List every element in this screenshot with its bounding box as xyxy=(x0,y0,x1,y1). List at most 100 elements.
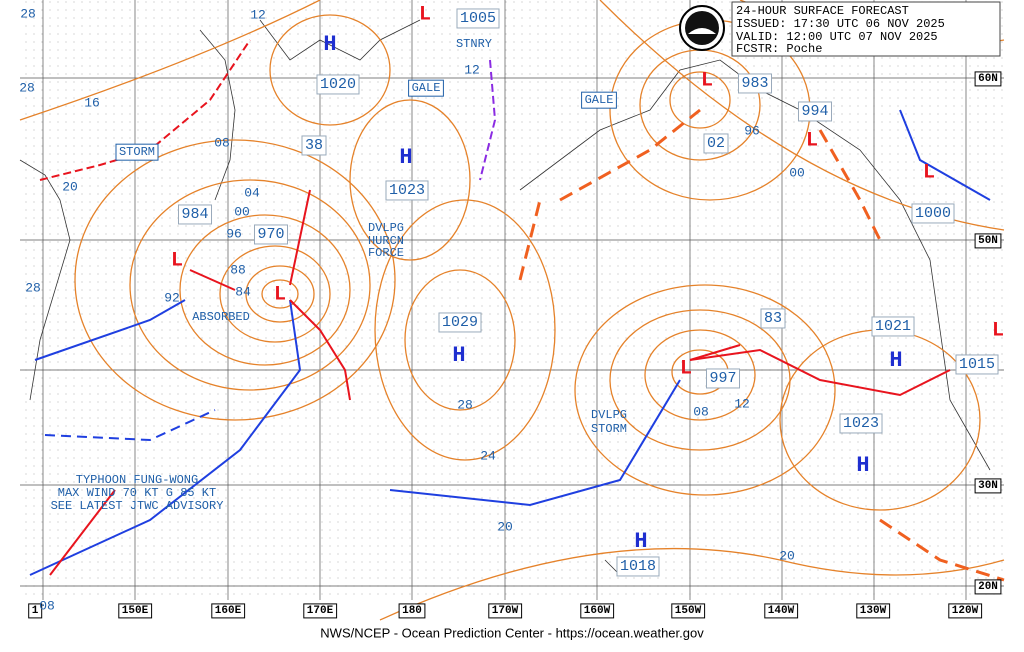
isobar-label: 20 xyxy=(497,519,513,534)
warning-label: STORM xyxy=(119,145,155,159)
label-box xyxy=(211,603,246,619)
isobar-label: 04 xyxy=(244,185,260,200)
pressure-label: 1023 xyxy=(843,415,879,432)
header-issued: ISSUED: 17:30 UTC 06 NOV 2025 xyxy=(736,17,945,31)
isobar-label: 12 xyxy=(734,396,750,411)
label-box xyxy=(616,556,660,577)
pressure-label: 984 xyxy=(181,206,208,223)
storm-note: STORM xyxy=(591,422,627,436)
hurricane-note: FORCE xyxy=(368,246,404,260)
pressure-label: 1005 xyxy=(460,10,496,27)
isobar-label: 20 xyxy=(779,548,795,563)
typhoon-note: SEE LATEST JTWC ADVISORY xyxy=(51,499,224,513)
isobar-label: 12 xyxy=(464,62,480,77)
isobar-label: 28 xyxy=(19,80,35,95)
warning-label: GALE xyxy=(585,93,614,107)
label-box xyxy=(385,180,429,201)
high-center: H xyxy=(452,343,465,368)
label-box xyxy=(316,74,360,95)
isobar-label: 92 xyxy=(164,290,180,305)
warning-label: ABSORBED xyxy=(192,310,250,324)
isobar-label: 00 xyxy=(234,204,250,219)
warning-label: STNRY xyxy=(456,37,492,51)
low-center: L xyxy=(923,161,935,184)
label-box xyxy=(705,368,741,389)
label-box xyxy=(797,101,833,122)
longitude-label: 160E xyxy=(215,605,242,617)
header-title: 24-HOUR SURFACE FORECAST xyxy=(736,4,909,18)
longitude-label: 130W xyxy=(860,605,887,617)
low-center: L xyxy=(419,3,431,26)
pressure-label: 83 xyxy=(764,310,782,327)
isobar-label: 28 xyxy=(20,6,36,21)
label-box xyxy=(955,354,999,375)
label-box xyxy=(671,603,706,619)
isobar-label: 28 xyxy=(25,280,41,295)
graticule xyxy=(20,0,1004,600)
label-box xyxy=(760,308,786,329)
footer: NWS/NCEP - Ocean Prediction Center - htt… xyxy=(320,625,704,640)
high-center: H xyxy=(856,453,869,478)
longitude-label: 180 xyxy=(402,605,422,617)
pressure-label: 1020 xyxy=(320,76,356,93)
label-box xyxy=(580,603,615,619)
label-box xyxy=(177,204,213,225)
longitude-label: 140W xyxy=(768,605,795,617)
pressure-label: 38 xyxy=(305,137,323,154)
longitude-label: 170E xyxy=(307,605,334,617)
isobar-label: 84 xyxy=(235,284,251,299)
label-box xyxy=(438,312,482,333)
isobar-label: 00 xyxy=(789,165,805,180)
pressure-label: 1023 xyxy=(389,182,425,199)
label-box xyxy=(856,603,891,619)
latitude-label: 30N xyxy=(978,480,998,492)
label-box xyxy=(764,603,799,619)
pressure-label: 1021 xyxy=(875,318,911,335)
header-valid: VALID: 12:00 UTC 07 NOV 2025 xyxy=(736,30,938,44)
isobar-label: 20 xyxy=(62,179,78,194)
hurricane-note: DVLPG xyxy=(368,221,404,235)
pressure-label: 1015 xyxy=(959,356,995,373)
label-box xyxy=(737,73,773,94)
isobar-label: 12 xyxy=(250,7,266,22)
pressure-label: 997 xyxy=(709,370,736,387)
isobar-label: 96 xyxy=(226,226,242,241)
label-box xyxy=(456,8,500,29)
high-center: H xyxy=(889,348,902,373)
label-box xyxy=(974,579,1002,595)
warning-label: GALE xyxy=(412,81,441,95)
label-box xyxy=(488,603,523,619)
low-center: L xyxy=(806,129,818,152)
label-box xyxy=(398,603,426,619)
label-box xyxy=(408,79,444,97)
pressure-label: 970 xyxy=(257,226,284,243)
latitude-label: 60N xyxy=(978,73,998,85)
label-box xyxy=(911,203,955,224)
isobar-label: 88 xyxy=(230,262,246,277)
longitude-label: 150W xyxy=(675,605,702,617)
longitude-label: 120W xyxy=(952,605,979,617)
label-box xyxy=(974,71,1002,87)
low-center: L xyxy=(274,283,286,306)
isobar-label: 16 xyxy=(84,95,100,110)
high-center: H xyxy=(399,145,412,170)
isobars xyxy=(19,0,1005,621)
coastlines xyxy=(19,19,991,576)
label-box xyxy=(253,224,289,245)
typhoon-note: TYPHOON FUNG-WONG xyxy=(76,473,198,487)
isobar-label: 08 xyxy=(39,598,55,613)
pressure-label: 1029 xyxy=(442,314,478,331)
latitude-label: 20N xyxy=(978,581,998,593)
label-box xyxy=(703,133,729,154)
high-center: H xyxy=(634,529,647,554)
header-forecaster: FCSTR: Poche xyxy=(736,42,822,56)
label-box xyxy=(301,135,327,156)
label-box xyxy=(28,603,43,619)
label-box xyxy=(948,603,983,619)
longitude-label: 160W xyxy=(584,605,611,617)
pressure-label: 994 xyxy=(801,103,828,120)
high-center: H xyxy=(323,32,336,57)
storm-note: DVLPG xyxy=(591,408,627,422)
